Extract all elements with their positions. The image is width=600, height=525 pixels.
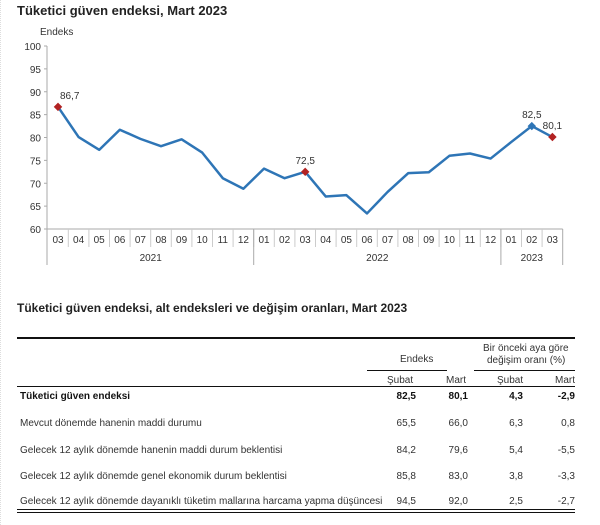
x-tick-label: 03 xyxy=(52,235,64,246)
x-tick-label: 02 xyxy=(526,235,538,246)
data-label: 82,5 xyxy=(522,110,542,121)
highlight-marker xyxy=(300,167,310,177)
x-tick-label: 01 xyxy=(258,235,270,246)
x-tick-label: 04 xyxy=(320,235,332,246)
x-tick-label: 01 xyxy=(506,235,518,246)
x-tick-label: 07 xyxy=(135,235,147,246)
y-tick-label: 75 xyxy=(30,156,42,167)
x-tick-label: 05 xyxy=(94,235,106,246)
cell-value: -2,7 xyxy=(557,496,575,507)
y-tick-label: 60 xyxy=(30,225,42,236)
data-label: 86,7 xyxy=(60,91,80,102)
year-label: 2021 xyxy=(140,253,163,264)
x-tick-label: 06 xyxy=(114,235,126,246)
cell-value: 65,5 xyxy=(396,418,416,429)
x-tick-label: 09 xyxy=(176,235,188,246)
y-tick-label: 70 xyxy=(30,179,42,190)
x-tick-label: 10 xyxy=(197,235,209,246)
change-underline xyxy=(474,370,575,371)
table-top-rule xyxy=(17,337,575,339)
cell-value: -2,9 xyxy=(557,391,575,402)
header-endeks: Endeks xyxy=(400,354,434,365)
data-label: 72,5 xyxy=(295,156,315,167)
header-change-line2: değişim oranı (%) xyxy=(487,355,566,366)
y-tick-label: 100 xyxy=(24,42,41,53)
x-tick-label: 04 xyxy=(73,235,85,246)
y-tick-label: 65 xyxy=(30,202,42,213)
line-chart: 60 65 70 75 80 85 90 95 100 03 04 05 06 07 08 09 10 11 12 0… xyxy=(24,42,564,265)
cell-value: 66,0 xyxy=(448,418,468,429)
cell-value: 5,4 xyxy=(509,445,523,456)
endeks-underline xyxy=(367,370,447,371)
row-label: Tüketici güven endeksi xyxy=(20,391,131,402)
x-tick-label: 03 xyxy=(547,235,559,246)
cell-value: 4,3 xyxy=(509,391,523,402)
cell-value: -3,3 xyxy=(557,471,575,482)
x-tick-label: 12 xyxy=(238,235,250,246)
cell-value: -5,5 xyxy=(557,445,575,456)
data-label: 80,1 xyxy=(543,121,563,132)
cell-value: 92,0 xyxy=(448,496,468,507)
row-label: Mevcut dönemde hanenin maddi durumu xyxy=(20,418,202,429)
page-left-border xyxy=(0,0,4,525)
cell-value: 85,8 xyxy=(396,471,416,482)
y-axis-label: Endeks xyxy=(40,27,74,38)
cell-value: 2,5 xyxy=(509,496,523,507)
col-header-change-mart: Mart xyxy=(555,375,575,386)
x-tick-label: 07 xyxy=(382,235,394,246)
x-tick-label: 10 xyxy=(444,235,456,246)
x-tick-label: 02 xyxy=(279,235,291,246)
col-header-change-subat: Şubat xyxy=(497,375,524,386)
y-tick-label: 90 xyxy=(30,88,42,99)
cell-value: 82,5 xyxy=(396,391,416,402)
cell-value: 83,0 xyxy=(448,471,468,482)
y-tick-label: 95 xyxy=(30,65,42,76)
x-tick-label: 08 xyxy=(403,235,415,246)
cell-value: 6,3 xyxy=(509,418,523,429)
cell-value: 79,6 xyxy=(448,445,468,456)
x-tick-label: 11 xyxy=(465,235,476,246)
row-label: Gelecek 12 aylık dönemde dayanıklı tüket… xyxy=(20,496,383,507)
row-label: Gelecek 12 aylık dönemde hanenin maddi d… xyxy=(20,445,283,456)
table-header-rule xyxy=(17,386,575,387)
cell-value: 94,5 xyxy=(396,496,416,507)
y-tick-label: 85 xyxy=(30,111,42,122)
table-bottom-rule xyxy=(17,509,575,513)
x-tick-label: 06 xyxy=(361,235,373,246)
x-tick-label: 05 xyxy=(341,235,353,246)
y-tick-label: 80 xyxy=(30,134,42,145)
cell-value: 3,8 xyxy=(509,471,523,482)
highlight-marker xyxy=(53,102,63,112)
cell-value: 84,2 xyxy=(396,445,416,456)
x-tick-label: 09 xyxy=(423,235,435,246)
col-header-subat: Şubat xyxy=(387,375,414,386)
row-label: Gelecek 12 aylık dönemde genel ekonomik … xyxy=(20,471,287,482)
cell-value: 80,1 xyxy=(448,391,468,402)
table-title: Tüketici güven endeksi, alt endeksleri v… xyxy=(17,301,408,315)
header-change-line1: Bir önceki aya göre xyxy=(483,343,569,354)
cell-value: 0,8 xyxy=(561,418,575,429)
year-label: 2023 xyxy=(521,253,544,264)
x-tick-label: 08 xyxy=(155,235,167,246)
x-tick-label: 12 xyxy=(485,235,497,246)
chart-title: Tüketici güven endeksi, Mart 2023 xyxy=(17,3,228,18)
x-tick-label: 03 xyxy=(300,235,312,246)
col-header-mart: Mart xyxy=(446,375,466,386)
year-label: 2022 xyxy=(366,253,389,264)
x-tick-label: 11 xyxy=(218,235,229,246)
